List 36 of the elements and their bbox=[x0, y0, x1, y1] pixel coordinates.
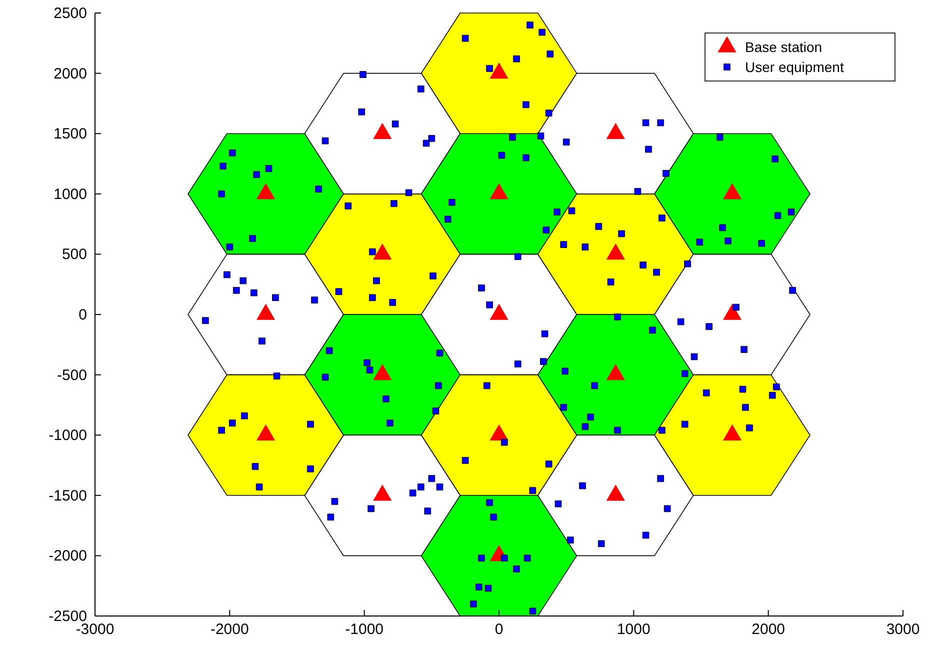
point bbox=[373, 364, 392, 380]
y-tick-label: -2000 bbox=[48, 548, 87, 565]
point bbox=[373, 243, 392, 260]
point bbox=[256, 183, 276, 200]
x-tick-label: 1000 bbox=[616, 621, 650, 638]
point bbox=[373, 484, 392, 501]
legend-label: User equipment bbox=[745, 59, 844, 75]
y-tick-label: 2000 bbox=[54, 65, 87, 82]
point bbox=[606, 122, 625, 139]
point bbox=[256, 424, 276, 440]
y-tick-label: 2500 bbox=[54, 5, 87, 22]
point bbox=[722, 304, 742, 320]
point bbox=[490, 424, 508, 440]
point bbox=[606, 243, 625, 260]
point bbox=[722, 424, 742, 440]
y-tick-label: 1500 bbox=[54, 126, 87, 143]
point bbox=[490, 304, 508, 320]
point bbox=[490, 62, 508, 79]
x-tick-label: -2000 bbox=[210, 621, 249, 638]
y-tick-label: -500 bbox=[56, 366, 87, 384]
point bbox=[256, 304, 276, 320]
point bbox=[373, 122, 392, 139]
x-tick-label: -1000 bbox=[345, 621, 384, 638]
x-tick-label: 2000 bbox=[752, 621, 786, 638]
y-tick-label: 0 bbox=[78, 306, 87, 324]
x-tick-label: 0 bbox=[494, 621, 504, 638]
x-tick-label: 3000 bbox=[886, 621, 920, 638]
point bbox=[490, 183, 508, 200]
legend-label: Base station bbox=[745, 39, 822, 55]
point bbox=[606, 364, 625, 380]
y-tick-label: 500 bbox=[62, 246, 87, 264]
y-tick-label: -1500 bbox=[48, 487, 87, 504]
point bbox=[606, 484, 625, 501]
y-tick-label: 1000 bbox=[54, 186, 87, 203]
point bbox=[722, 183, 742, 200]
y-tick-label: -1000 bbox=[48, 427, 87, 444]
